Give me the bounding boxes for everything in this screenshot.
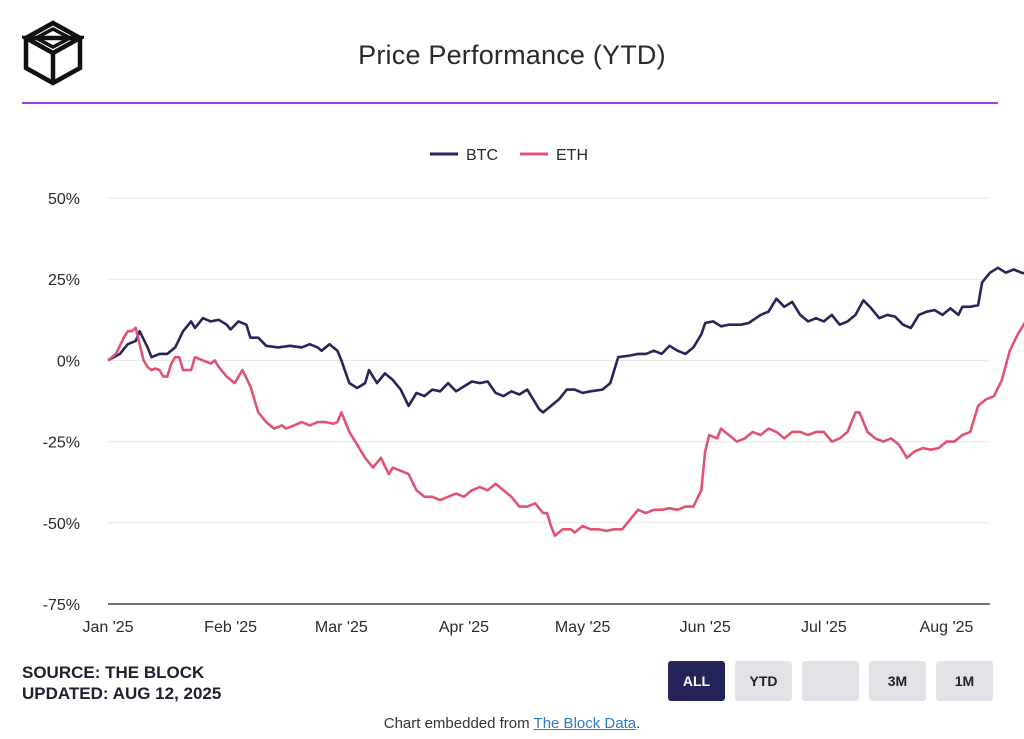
embed-note: Chart embedded from The Block Data. xyxy=(0,715,1024,732)
x-tick-label: Jun '25 xyxy=(680,619,731,636)
legend-item-eth[interactable]: ETH xyxy=(520,147,588,164)
y-tick-label: -75% xyxy=(43,597,80,614)
range-button-blank[interactable] xyxy=(802,661,859,701)
range-button-all[interactable]: ALL xyxy=(668,661,725,701)
grid-lines xyxy=(108,197,990,524)
y-tick-label: 0% xyxy=(57,353,80,370)
y-tick-label: 50% xyxy=(48,191,80,208)
series-line-btc xyxy=(107,266,1024,414)
x-tick-label: Feb '25 xyxy=(204,619,257,636)
legend-label: BTC xyxy=(466,147,498,164)
x-tick-label: Mar '25 xyxy=(315,619,368,636)
y-tick-label: -50% xyxy=(43,516,80,533)
x-tick-label: Jan '25 xyxy=(82,619,133,636)
x-axis-tick-labels: Jan '25 Feb '25 Mar '25 Apr '25 May '25 Jun '… xyxy=(82,619,973,636)
range-button-ytd[interactable]: YTD xyxy=(735,661,792,701)
x-tick-label: Apr '25 xyxy=(439,619,489,636)
legend-label: ETH xyxy=(556,147,588,164)
updated-label: UPDATED: AUG 12, 2025 xyxy=(22,684,222,703)
range-button-3m[interactable]: 3M xyxy=(869,661,926,701)
the-block-logo-icon xyxy=(22,20,84,86)
chart-legend[interactable]: BTC ETH xyxy=(430,147,588,164)
header-divider xyxy=(22,102,998,104)
source-label: SOURCE: THE BLOCK xyxy=(22,663,205,682)
legend-item-btc[interactable]: BTC xyxy=(430,147,498,164)
y-tick-label: -25% xyxy=(43,435,80,452)
x-tick-label: Aug '25 xyxy=(920,619,974,636)
price-performance-chart: 50% 25% 0% -25% -50% -75% Jan '25 Feb '25 Mar '… xyxy=(43,147,1024,636)
y-tick-label: 25% xyxy=(48,272,80,289)
series-line-eth xyxy=(107,321,1024,538)
embed-prefix: Chart embedded from xyxy=(383,715,534,732)
source-note: SOURCE: THE BLOCK UPDATED: AUG 12, 2025 xyxy=(22,662,221,704)
x-tick-label: May '25 xyxy=(555,619,611,636)
series-lines xyxy=(107,266,1024,538)
chart-title: Price Performance (YTD) xyxy=(358,40,666,70)
y-axis-tick-labels: 50% 25% 0% -25% -50% -75% xyxy=(43,191,80,614)
the-block-data-link[interactable]: The Block Data xyxy=(533,715,637,732)
embed-suffix: . xyxy=(636,715,641,732)
x-tick-label: Jul '25 xyxy=(801,619,847,636)
range-button-1m[interactable]: 1M xyxy=(936,661,993,701)
